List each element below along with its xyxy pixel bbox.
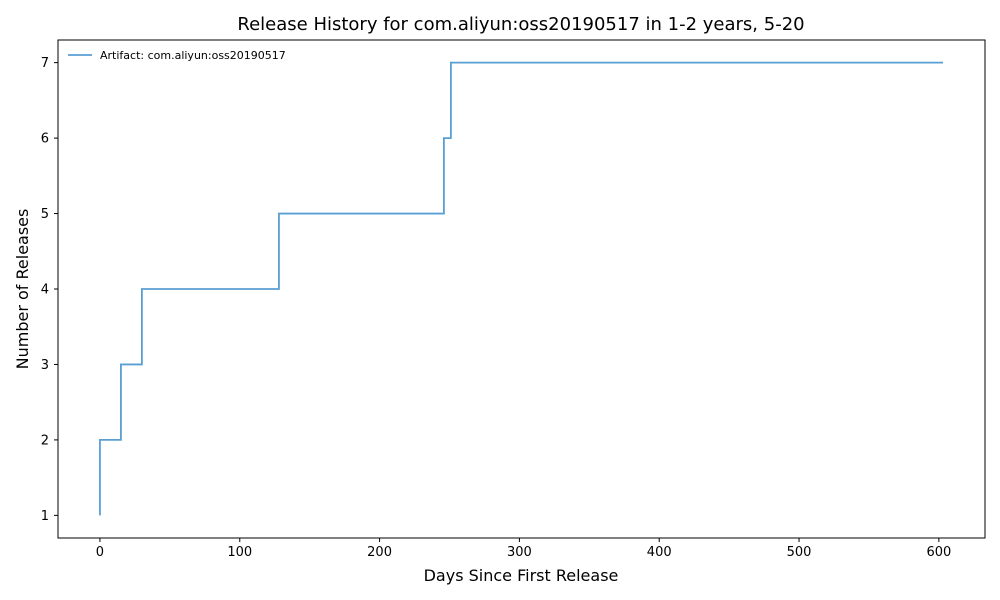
y-axis-ticks: 1 2 3 4 5 6 7 bbox=[41, 56, 58, 524]
y-tick-label: 5 bbox=[41, 207, 49, 222]
x-tick-label: 400 bbox=[647, 545, 672, 560]
y-tick-label: 6 bbox=[41, 132, 49, 147]
legend: Artifact: com.aliyun:oss20190517 bbox=[68, 49, 286, 62]
x-axis-label: Days Since First Release bbox=[424, 566, 619, 585]
y-tick-label: 1 bbox=[41, 509, 49, 524]
x-tick-label: 100 bbox=[227, 545, 252, 560]
series-layer bbox=[99, 61, 944, 516]
series-line bbox=[99, 61, 944, 516]
x-tick-label: 200 bbox=[367, 545, 392, 560]
x-axis-ticks: 0 100 200 300 400 500 600 bbox=[96, 538, 951, 560]
y-tick-label: 4 bbox=[41, 283, 49, 298]
y-axis-label: Number of Releases bbox=[13, 209, 32, 370]
x-tick-label: 300 bbox=[507, 545, 532, 560]
y-tick-label: 3 bbox=[41, 358, 49, 373]
y-tick-label: 2 bbox=[41, 433, 49, 448]
y-tick-label: 7 bbox=[41, 56, 49, 71]
x-tick-label: 500 bbox=[787, 545, 812, 560]
chart-title: Release History for com.aliyun:oss201905… bbox=[237, 14, 804, 35]
x-tick-label: 600 bbox=[926, 545, 951, 560]
x-tick-label: 0 bbox=[96, 545, 104, 560]
legend-label: Artifact: com.aliyun:oss20190517 bbox=[100, 49, 286, 62]
